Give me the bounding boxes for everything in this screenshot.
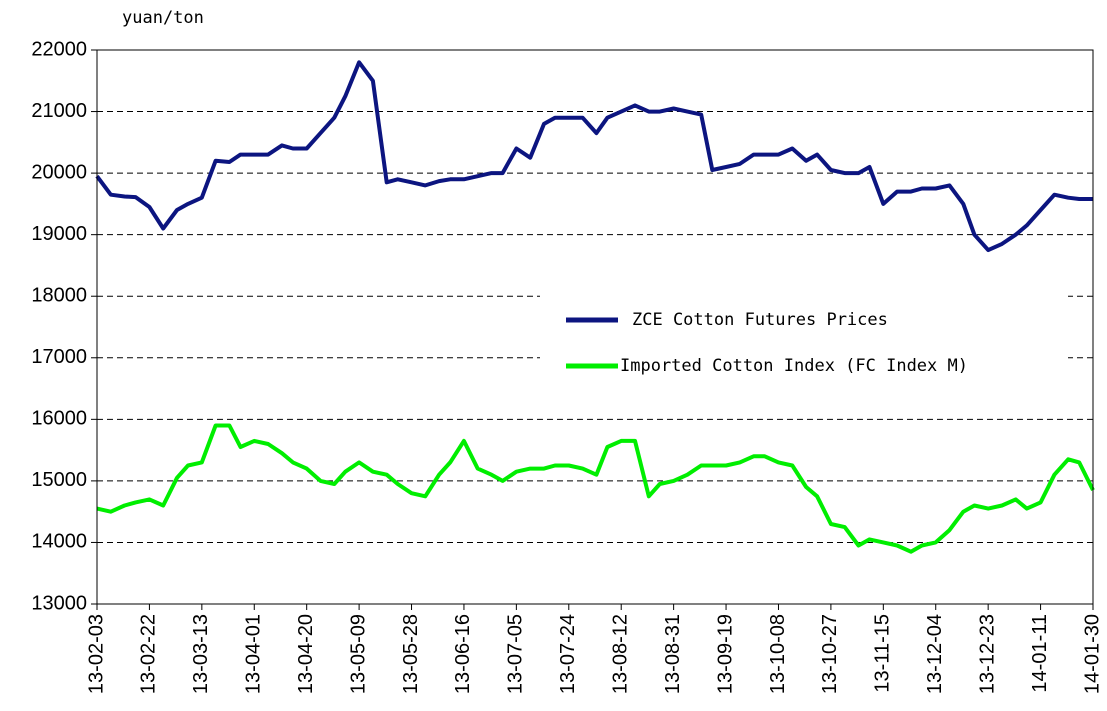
legend: ZCE Cotton Futures Prices Imported Cotton…	[540, 287, 1068, 387]
legend-box	[540, 287, 1068, 387]
x-tick-label: 13-02-22	[138, 614, 160, 694]
legend-label: ZCE Cotton Futures Prices	[632, 310, 888, 330]
series-line	[95, 60, 1093, 253]
x-tick-label: 14-01-11	[1029, 614, 1051, 693]
y-tick-label: 14000	[31, 531, 87, 553]
y-tick-label: 18000	[31, 285, 87, 307]
x-tick-label: 13-10-27	[819, 614, 841, 694]
x-tick-label: 13-02-03	[85, 614, 107, 694]
x-tick-label: 13-05-09	[347, 614, 369, 694]
x-tick-label: 13-07-24	[557, 614, 579, 694]
x-tick-label: 13-04-01	[243, 614, 265, 694]
x-tick-label: 13-09-19	[714, 614, 736, 694]
y-tick-label: 20000	[31, 161, 87, 183]
x-tick-label: 13-08-12	[609, 614, 631, 694]
x-tick-label: 13-08-31	[662, 614, 684, 694]
y-tick-label: 22000	[31, 38, 87, 60]
x-tick-label: 13-06-16	[452, 614, 474, 694]
y-tick-label: 19000	[31, 223, 87, 245]
y-tick-label: 16000	[31, 408, 87, 430]
x-tick-label: 13-11-15	[872, 614, 894, 693]
y-tick-label: 13000	[31, 592, 87, 614]
plot-border	[96, 49, 1094, 605]
y-tick-label: 21000	[31, 100, 87, 122]
x-tick-label: 13-04-20	[295, 614, 317, 694]
y-tick-label: 17000	[31, 346, 87, 368]
x-tick-label: 13-03-13	[190, 614, 212, 694]
y-axis-unit: yuan/ton	[122, 8, 204, 28]
x-tick-label: 13-07-05	[505, 614, 527, 694]
series-line	[96, 423, 1095, 554]
x-tick-label: 13-12-04	[924, 614, 946, 694]
x-tick-label: 13-10-08	[767, 614, 789, 694]
y-tick-label: 15000	[31, 469, 87, 491]
legend-label: Imported Cotton Index (FC Index M)	[620, 356, 968, 376]
x-tick-label: 13-05-28	[400, 614, 422, 694]
x-tick-label: 14-01-30	[1081, 614, 1103, 694]
x-tick-label: 13-12-23	[976, 614, 998, 694]
